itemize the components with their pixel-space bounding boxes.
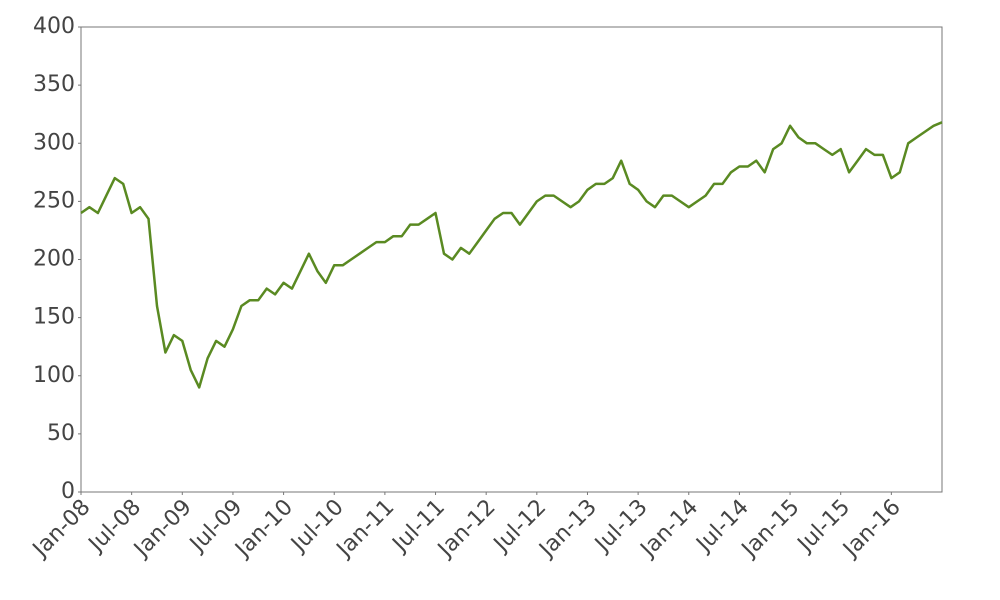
y-tick-label: 300 [33,130,75,155]
y-tick-label: 250 [33,188,75,213]
y-tick-label: 350 [33,72,75,97]
plot-frame [80,26,943,493]
y-tick-label: 100 [33,363,75,388]
y-tick-label: 50 [47,421,75,446]
y-tick-label: 200 [33,247,75,272]
line [80,121,943,389]
x-tick-label: Jan-08 [27,495,95,563]
y-tick-label: 0 [61,479,75,504]
y-tick-label: 400 [33,14,75,39]
y-tick-label: 150 [33,305,75,330]
